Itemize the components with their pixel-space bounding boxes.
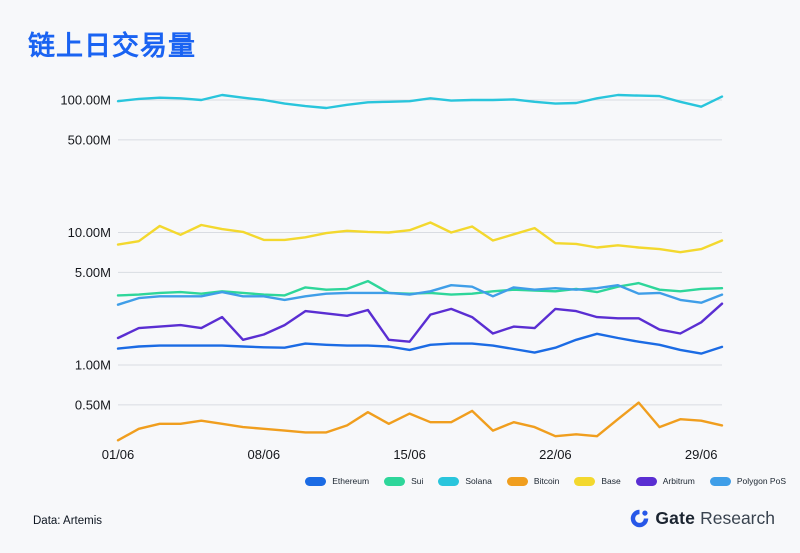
legend-item-bitcoin: Bitcoin: [506, 476, 560, 486]
gate-research-logo: Gate Research: [629, 508, 775, 529]
legend-label: Polygon PoS: [736, 476, 786, 486]
data-source-note: Data: Artemis: [33, 515, 103, 527]
legend-label: Arbitrum: [662, 476, 695, 486]
legend-item-sui: Sui: [384, 476, 423, 486]
legend-label: Base: [601, 476, 621, 486]
series-line-base: [116, 221, 724, 254]
legend-item-arbitrum: Arbitrum: [635, 476, 695, 486]
legend-swatch-solana: [438, 476, 460, 486]
legend-swatch-sui: [384, 476, 406, 486]
x-axis-tick-label: 08/06: [248, 447, 281, 462]
page-title: 链上日交易量: [28, 31, 196, 61]
legend-swatch-bitcoin: [506, 476, 528, 486]
gate-logo-icon: [631, 509, 649, 528]
series-line-bitcoin: [116, 401, 724, 442]
brand-suffix: Research: [700, 508, 775, 528]
legend-swatch-base: [574, 476, 596, 486]
series-line-solana: [116, 93, 724, 110]
y-axis-tick-label: 100.00M: [60, 93, 111, 108]
y-axis-tick-label: 0.50M: [75, 397, 111, 412]
legend-item-solana: Solana: [438, 476, 492, 486]
y-axis-tick-label: 10.00M: [68, 225, 111, 240]
series-line-polygon-pos: [116, 284, 724, 306]
legend-label: Bitcoin: [533, 476, 560, 486]
legend-swatch-ethereum: [305, 476, 327, 486]
legend-item-base: Base: [574, 476, 621, 486]
legend-label: Ethereum: [332, 476, 370, 486]
y-axis-tick-label: 5.00M: [75, 265, 111, 280]
x-axis-tick-label: 22/06: [539, 447, 572, 462]
brand-name: Gate: [655, 508, 696, 528]
legend-item-polygon-pos: Polygon PoS: [709, 476, 786, 486]
y-axis-tick-label: 50.00M: [68, 132, 111, 147]
y-axis-tick-label: 1.00M: [75, 358, 111, 373]
x-axis-tick-label: 15/06: [393, 447, 426, 462]
x-axis-tick-label: 29/06: [685, 447, 718, 462]
legend-label: Sui: [411, 476, 424, 486]
x-axis-tick-label: 01/06: [102, 447, 135, 462]
series-line-ethereum: [116, 332, 724, 355]
chart-legend: Ethereum Sui Solana Bitcoin Base Arbitru…: [305, 476, 786, 486]
legend-label: Solana: [465, 476, 492, 486]
legend-item-ethereum: Ethereum: [305, 476, 369, 486]
legend-swatch-polygon-pos: [709, 476, 731, 486]
series-line-arbitrum: [116, 302, 724, 343]
legend-swatch-arbitrum: [635, 476, 657, 486]
